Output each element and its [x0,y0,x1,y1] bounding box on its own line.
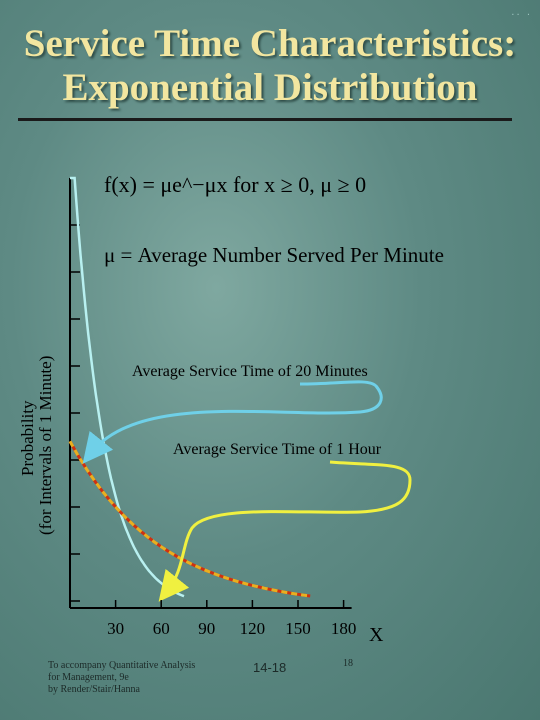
curve-1-hour [68,440,311,598]
page-number: 18 [343,658,353,669]
footnote: To accompany Quantitative Analysis for M… [48,660,195,696]
footnote-line-2: for Management, 9e [48,672,129,683]
footnote-line-3: by Render/Stair/Hanna [48,684,140,695]
x-tick-label: 180 [331,619,357,638]
arrow-20-min [82,380,383,464]
x-tick-labels: 30 60 90 120 150 180 [107,600,356,638]
arrow-1-hour [158,460,412,602]
slide-title: Service Time Characteristics: Exponentia… [0,22,540,110]
annotation-1-hour: Average Service Time of 1 Hour [173,441,382,458]
title-underline [18,118,512,121]
x-tick-label: 60 [153,619,170,638]
y-axis-label-line-2: (for Intervals of 1 Minute) [36,355,55,535]
footnote-line-1: To accompany Quantitative Analysis [48,660,196,671]
y-axis-label-line-1: Probability [18,400,37,476]
curve-20-min [70,176,185,598]
formula-text: f(x) = μe^−μx for x ≥ 0, μ ≥ 0 [104,172,366,197]
title-line-1: Service Time Characteristics: [23,22,517,65]
mu-definition-text: μ = Average Number Served Per Minute [104,243,444,267]
title-line-2: Exponential Distribution [62,66,478,109]
slide-number: 14-18 [253,660,287,675]
corner-decoration: ·· · [511,10,532,21]
x-tick-label: 150 [285,619,311,638]
chart-axes [69,178,352,609]
x-axis-label: X [369,624,384,646]
annotation-20-min: Average Service Time of 20 Minutes [132,363,368,380]
annotation-arrows [82,380,412,602]
chart-y-ticks [70,224,80,602]
x-tick-label: 90 [198,619,215,638]
x-tick-label: 30 [107,619,124,638]
x-tick-label: 120 [240,619,266,638]
curve-1-hour-outline [68,440,311,598]
